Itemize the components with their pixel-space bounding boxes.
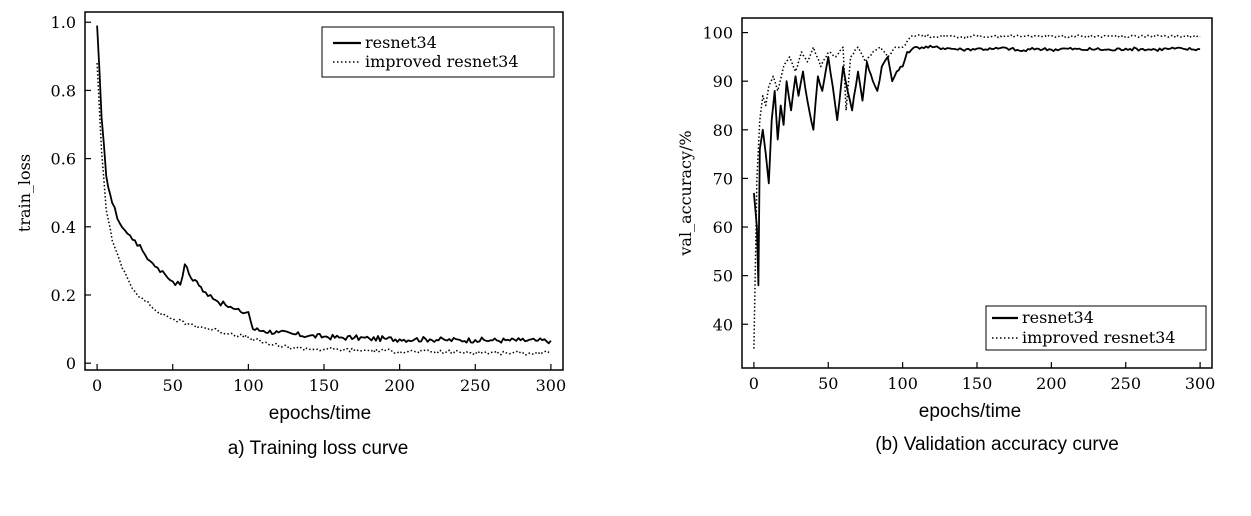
y-tick-label: 100: [702, 24, 733, 43]
series-line-improved-resnet34: [753, 34, 1201, 349]
legend-label-resnet34: resnet34: [1022, 308, 1094, 327]
x-tick-label: 150: [962, 374, 993, 393]
legend-label-resnet34: resnet34: [365, 33, 437, 52]
x-tick-label: 300: [536, 376, 567, 395]
y-tick-label: 0.2: [51, 286, 76, 305]
legend-box: [985, 305, 1207, 351]
x-axis-label: epochs/time: [919, 401, 1021, 422]
x-tick-label: 50: [818, 374, 838, 393]
x-tick-label: 250: [1110, 374, 1141, 393]
data-series: [96, 25, 552, 356]
legend-label-improved-resnet34: improved resnet34: [1022, 328, 1176, 347]
x-tick-label: 0: [749, 374, 759, 393]
y-tick-label: 0: [66, 354, 76, 373]
x-tick-label: 250: [460, 376, 491, 395]
chart-caption: a) Training loss curve: [228, 438, 409, 459]
training-loss-chart: 0 50 100 150 200 250 300 0 0.2 0.4 0.6 0.8 1.0 resne…: [15, 11, 567, 459]
x-tick-label: 150: [309, 376, 340, 395]
y-axis-label: train_loss: [15, 154, 34, 232]
y-tick-label: 50: [713, 267, 733, 286]
x-tick-label: 200: [1036, 374, 1067, 393]
y-tick-label: 90: [713, 72, 733, 91]
x-tick-label: 200: [384, 376, 415, 395]
x-axis-label: epochs/time: [269, 403, 371, 424]
x-tick-label: 100: [233, 376, 264, 395]
x-tick-label: 300: [1185, 374, 1216, 393]
axis-ticks: 0 50 100 150 200 250 300 0 0.2 0.4 0.6 0.8 1.0: [51, 13, 567, 395]
x-tick-label: 100: [887, 374, 918, 393]
y-tick-label: 0.6: [51, 150, 76, 169]
validation-accuracy-chart: 0 50 100 150 200 250 300 40 50 60 70 80 90 100 resnet…: [676, 17, 1215, 455]
y-tick-label: 70: [713, 169, 733, 188]
x-tick-label: 50: [163, 376, 183, 395]
series-line-resnet34: [753, 44, 1201, 287]
y-tick-label: 0.4: [51, 218, 76, 237]
legend: resnet34 improved resnet34: [985, 305, 1207, 351]
axis-ticks: 0 50 100 150 200 250 300 40 50 60 70 80 90 100: [702, 24, 1215, 393]
data-series: [753, 34, 1201, 349]
y-tick-label: 60: [713, 218, 733, 237]
chart-caption: (b) Validation accuracy curve: [875, 434, 1119, 455]
y-axis-label: val_accuracy/%: [676, 130, 695, 256]
y-tick-label: 0.8: [51, 81, 76, 100]
legend: resnet34 improved resnet34: [321, 26, 555, 78]
series-line-resnet34: [96, 25, 552, 345]
x-tick-label: 0: [92, 376, 102, 395]
legend-label-improved-resnet34: improved resnet34: [365, 52, 519, 71]
y-tick-label: 80: [713, 121, 733, 140]
y-tick-label: 40: [713, 315, 733, 334]
series-line-improved-resnet34: [96, 63, 552, 356]
legend-box: [321, 26, 555, 78]
y-tick-label: 1.0: [51, 13, 76, 32]
